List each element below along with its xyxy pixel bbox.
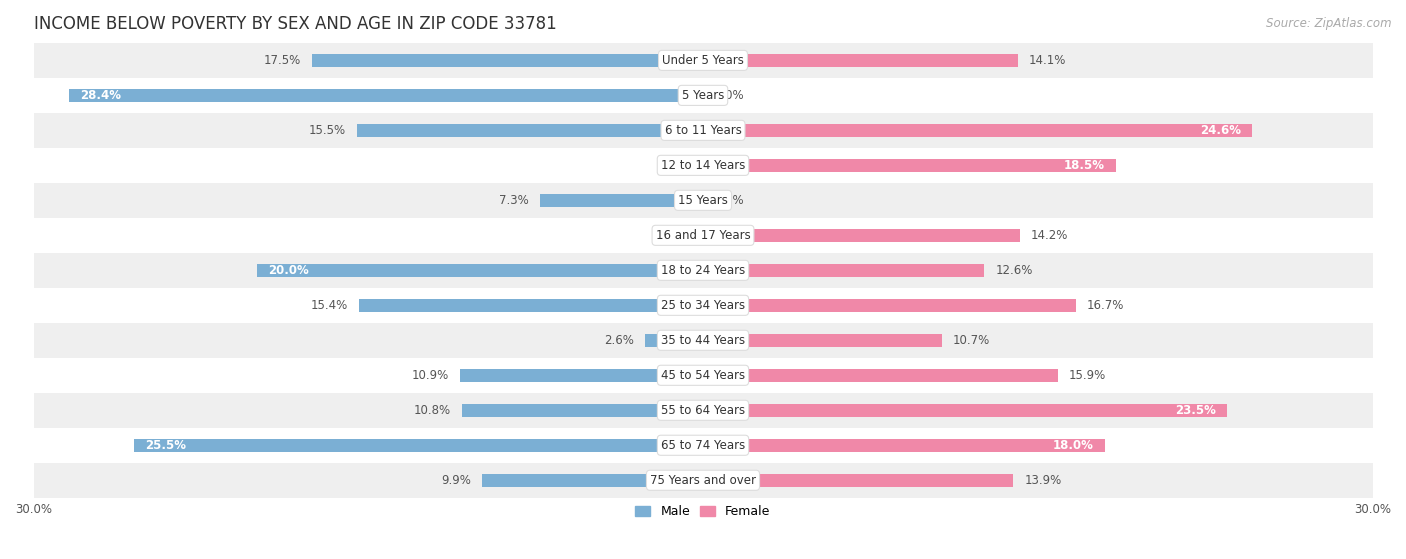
Text: 55 to 64 Years: 55 to 64 Years bbox=[661, 404, 745, 417]
Text: 5 Years: 5 Years bbox=[682, 89, 724, 102]
Text: 65 to 74 Years: 65 to 74 Years bbox=[661, 439, 745, 452]
Bar bbox=[34, 183, 1372, 218]
Text: 14.1%: 14.1% bbox=[1029, 54, 1066, 67]
Text: 6 to 11 Years: 6 to 11 Years bbox=[665, 124, 741, 137]
Bar bbox=[703, 124, 1251, 137]
Bar bbox=[34, 463, 1372, 498]
Bar bbox=[460, 368, 703, 382]
Bar bbox=[463, 404, 703, 417]
Bar bbox=[703, 299, 1076, 312]
Bar bbox=[703, 54, 1018, 67]
Text: 75 Years and over: 75 Years and over bbox=[650, 474, 756, 487]
Text: 10.9%: 10.9% bbox=[412, 369, 449, 382]
Text: 14.2%: 14.2% bbox=[1031, 229, 1069, 242]
Bar bbox=[645, 334, 703, 347]
Text: 12 to 14 Years: 12 to 14 Years bbox=[661, 159, 745, 172]
Text: 16 and 17 Years: 16 and 17 Years bbox=[655, 229, 751, 242]
Bar bbox=[34, 358, 1372, 393]
Text: 15 Years: 15 Years bbox=[678, 194, 728, 207]
Bar bbox=[34, 428, 1372, 463]
Bar bbox=[703, 473, 1014, 487]
Text: 16.7%: 16.7% bbox=[1087, 299, 1125, 312]
Bar bbox=[703, 404, 1227, 417]
Text: 17.5%: 17.5% bbox=[264, 54, 301, 67]
Bar bbox=[34, 253, 1372, 288]
Bar bbox=[312, 54, 703, 67]
Text: 18 to 24 Years: 18 to 24 Years bbox=[661, 264, 745, 277]
Text: 24.6%: 24.6% bbox=[1199, 124, 1241, 137]
Bar bbox=[34, 113, 1372, 148]
Text: 2.6%: 2.6% bbox=[605, 334, 634, 347]
Text: 18.5%: 18.5% bbox=[1064, 159, 1105, 172]
Text: 0.0%: 0.0% bbox=[662, 229, 692, 242]
Text: 15.4%: 15.4% bbox=[311, 299, 349, 312]
Bar bbox=[69, 89, 703, 102]
Text: 9.9%: 9.9% bbox=[441, 474, 471, 487]
Bar bbox=[34, 323, 1372, 358]
Bar bbox=[34, 218, 1372, 253]
Bar bbox=[703, 229, 1019, 242]
Text: 15.9%: 15.9% bbox=[1069, 369, 1107, 382]
Text: 25 to 34 Years: 25 to 34 Years bbox=[661, 299, 745, 312]
Bar bbox=[34, 288, 1372, 323]
Bar bbox=[34, 78, 1372, 113]
Bar bbox=[34, 393, 1372, 428]
Text: 10.7%: 10.7% bbox=[953, 334, 990, 347]
Bar bbox=[34, 43, 1372, 78]
Text: 15.5%: 15.5% bbox=[309, 124, 346, 137]
Text: 18.0%: 18.0% bbox=[1053, 439, 1094, 452]
Text: Source: ZipAtlas.com: Source: ZipAtlas.com bbox=[1267, 17, 1392, 30]
Text: 13.9%: 13.9% bbox=[1025, 474, 1062, 487]
Text: 20.0%: 20.0% bbox=[267, 264, 308, 277]
Bar bbox=[540, 194, 703, 207]
Text: INCOME BELOW POVERTY BY SEX AND AGE IN ZIP CODE 33781: INCOME BELOW POVERTY BY SEX AND AGE IN Z… bbox=[34, 15, 557, 33]
Text: 28.4%: 28.4% bbox=[80, 89, 121, 102]
Bar bbox=[360, 299, 703, 312]
Text: 0.0%: 0.0% bbox=[662, 159, 692, 172]
Text: 12.6%: 12.6% bbox=[995, 264, 1033, 277]
Bar bbox=[34, 148, 1372, 183]
Text: Under 5 Years: Under 5 Years bbox=[662, 54, 744, 67]
Bar bbox=[482, 473, 703, 487]
Bar bbox=[703, 264, 984, 277]
Text: 23.5%: 23.5% bbox=[1175, 404, 1216, 417]
Legend: Male, Female: Male, Female bbox=[630, 500, 776, 523]
Text: 35 to 44 Years: 35 to 44 Years bbox=[661, 334, 745, 347]
Bar bbox=[703, 368, 1057, 382]
Text: 25.5%: 25.5% bbox=[145, 439, 186, 452]
Text: 45 to 54 Years: 45 to 54 Years bbox=[661, 369, 745, 382]
Text: 0.0%: 0.0% bbox=[714, 194, 744, 207]
Text: 10.8%: 10.8% bbox=[413, 404, 451, 417]
Bar bbox=[703, 159, 1116, 172]
Bar bbox=[134, 439, 703, 452]
Text: 7.3%: 7.3% bbox=[499, 194, 529, 207]
Bar bbox=[703, 334, 942, 347]
Bar bbox=[357, 124, 703, 137]
Bar bbox=[703, 439, 1105, 452]
Text: 0.0%: 0.0% bbox=[714, 89, 744, 102]
Bar bbox=[257, 264, 703, 277]
